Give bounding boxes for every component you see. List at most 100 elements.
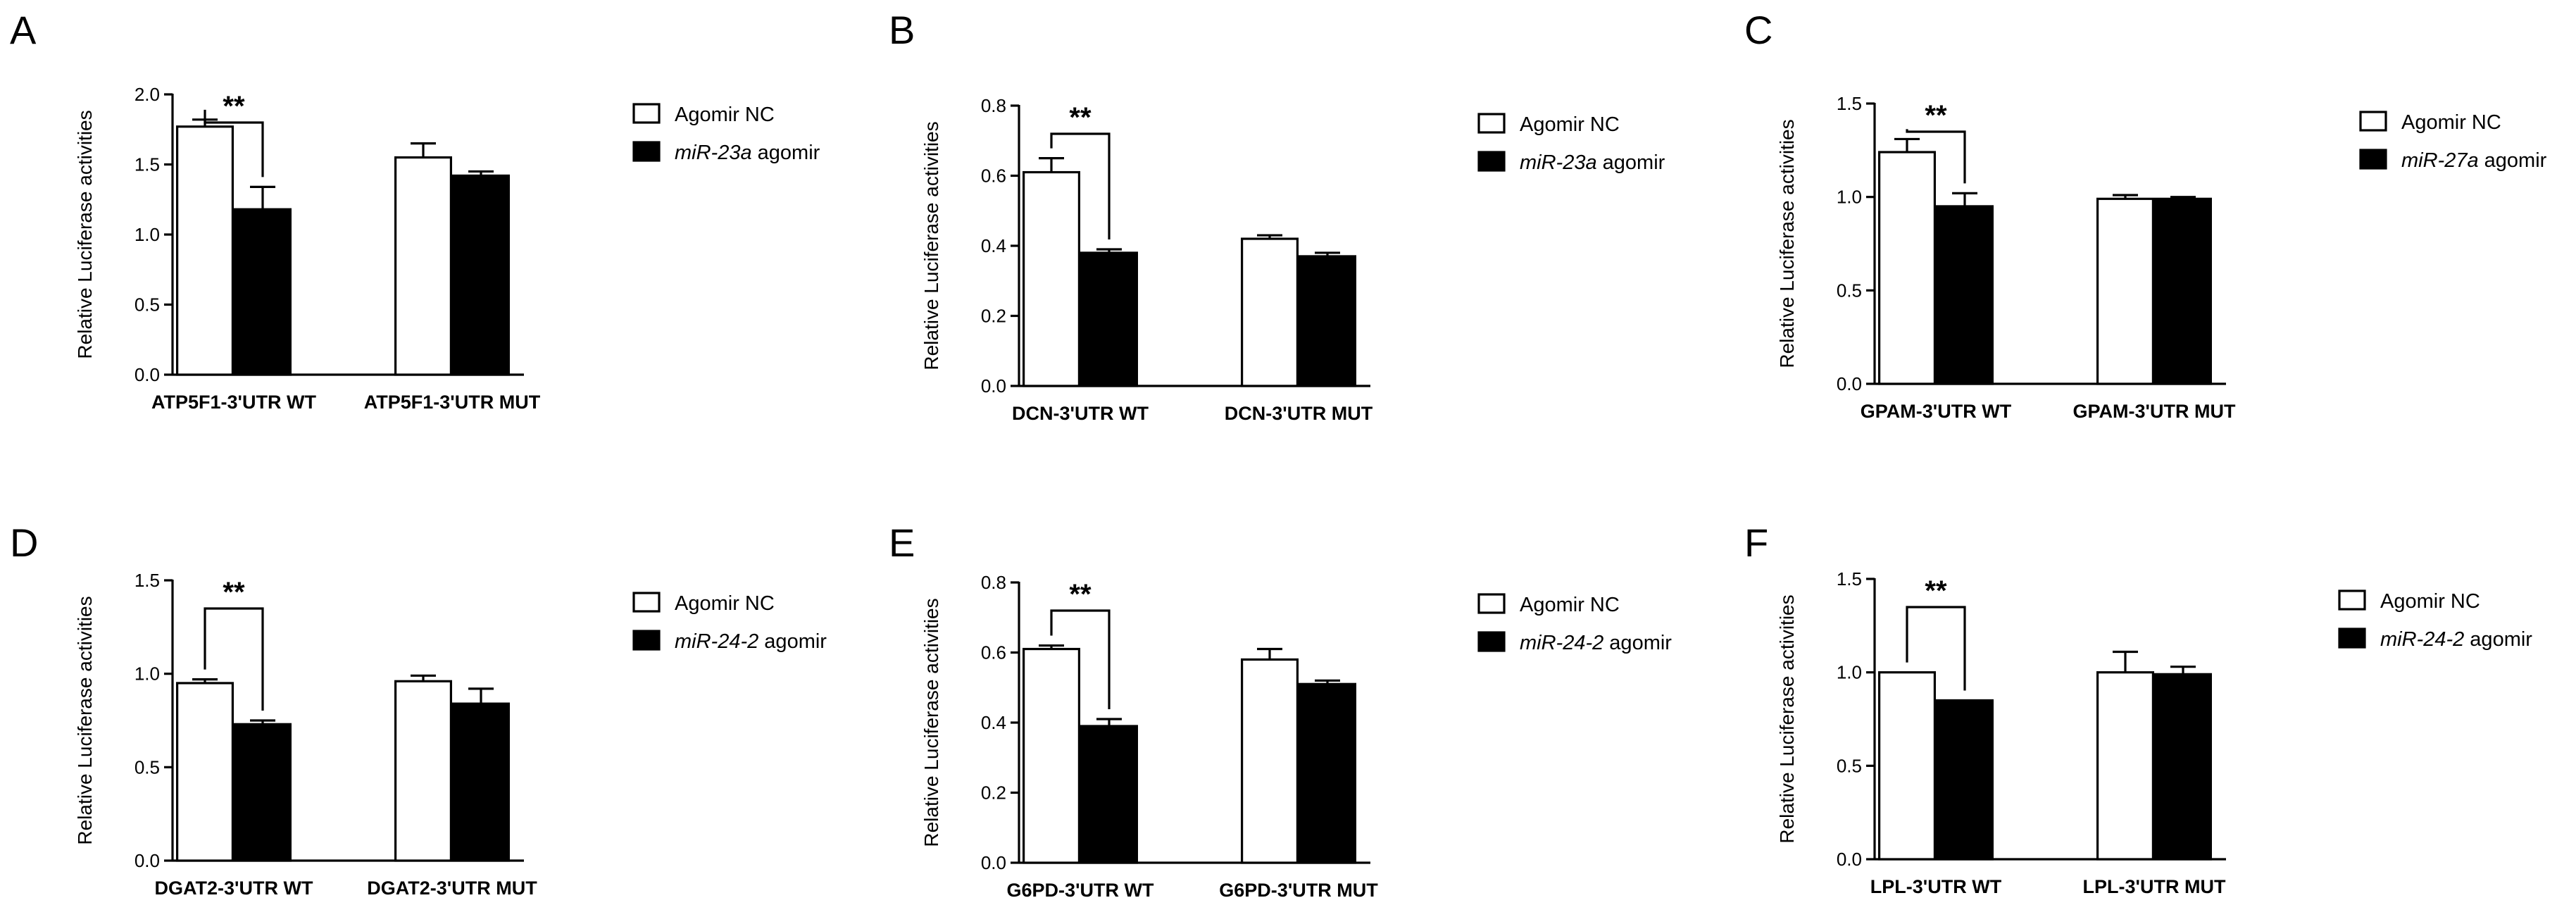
bar-atp5f1-3-utr-mut-nc <box>394 156 452 376</box>
legend-swatch <box>632 141 661 162</box>
y-tick-label: 1.0 <box>1837 662 1862 683</box>
bar-g6pd-3-utr-wt-nc <box>1022 647 1080 864</box>
significance-label: ** <box>1069 102 1092 133</box>
panel-B: B 0.0 0.2 0.4 0.6 0.8 Relative Luciferase acti… <box>889 8 1665 424</box>
legend-label-italic: miR-24-2 <box>2380 628 2464 651</box>
x-category-label: LPL-3'UTR MUT <box>2083 876 2226 897</box>
significance-bracket <box>1906 129 1966 184</box>
legend-label-text: Agomir NC <box>675 104 775 126</box>
bar-dgat2-3-utr-mut-nc <box>394 680 452 862</box>
y-tick-label: 0.8 <box>981 572 1006 593</box>
legend-label: Agomir NC <box>675 104 775 126</box>
legend-label-text: Agomir NC <box>1520 594 1620 616</box>
legend-label-italic: miR-24-2 <box>675 630 758 653</box>
legend-label-text: agomir <box>758 630 827 653</box>
y-tick-label: 2.0 <box>135 84 160 105</box>
legend-label: miR-24-2 agomir <box>675 630 827 653</box>
x-category-label: DCN-3'UTR MUT <box>1225 403 1373 424</box>
y-axis-label: Relative Luciferase activities <box>74 110 96 358</box>
bar-lpl-3-utr-wt-agomir <box>1936 699 1994 861</box>
bar-g6pd-3-utr-wt-agomir <box>1080 725 1138 864</box>
legend-label-text: Agomir NC <box>2401 111 2501 134</box>
x-category-label: GPAM-3'UTR MUT <box>2073 401 2236 422</box>
legend-label-text: agomir <box>2464 628 2532 651</box>
panel-letter: C <box>1744 8 1772 52</box>
bar-g6pd-3-utr-mut-agomir <box>1298 682 1356 864</box>
y-tick-label: 0.0 <box>981 852 1006 873</box>
x-category-label: DGAT2-3'UTR WT <box>155 878 313 899</box>
significance-bracket <box>204 109 264 177</box>
x-category-label: GPAM-3'UTR WT <box>1861 401 2012 422</box>
x-category-label: G6PD-3'UTR MUT <box>1219 880 1378 901</box>
panel-letter: F <box>1744 520 1768 565</box>
legend-label: miR-27a agomir <box>2401 149 2547 172</box>
bar-lpl-3-utr-mut-nc <box>2096 671 2155 861</box>
legend-label-italic: miR-24-2 <box>1520 632 1603 654</box>
bar-dgat2-3-utr-wt-nc <box>176 682 235 862</box>
bar-g6pd-3-utr-mut-nc <box>1240 658 1299 864</box>
x-category-label: DCN-3'UTR WT <box>1012 403 1149 424</box>
y-tick-label: 0.0 <box>1837 373 1862 394</box>
significance-bracket <box>1906 606 1966 691</box>
panel-F: F 0.0 0.5 1.0 1.5 Relative Luciferase activit… <box>1744 520 2532 897</box>
significance-bracket <box>1050 609 1111 710</box>
bar-dcn-3-utr-mut-agomir <box>1298 255 1356 387</box>
panel-E: E 0.0 0.2 0.4 0.6 0.8 Relative Luciferase acti… <box>889 520 1672 901</box>
x-category-label: LPL-3'UTR WT <box>1870 876 2002 897</box>
legend-label-text: Agomir NC <box>1520 113 1620 136</box>
bar-dcn-3-utr-wt-agomir <box>1080 251 1138 387</box>
legend-label: miR-24-2 agomir <box>1520 632 1672 654</box>
legend-swatch <box>632 592 661 613</box>
bar-dcn-3-utr-wt-nc <box>1022 170 1080 387</box>
y-tick-label: 0.5 <box>1837 280 1862 301</box>
bar-gpam-3-utr-mut-nc <box>2096 197 2155 385</box>
y-tick-label: 1.0 <box>135 663 160 685</box>
legend-swatch <box>2338 628 2366 649</box>
y-tick-label: 0.2 <box>981 782 1006 804</box>
panel-D: D 0.0 0.5 1.0 1.5 Relative Luciferase activit… <box>10 520 827 899</box>
legend-label-italic: miR-23a <box>675 142 752 164</box>
bar-lpl-3-utr-mut-agomir <box>2154 673 2213 861</box>
panel-letter: D <box>10 520 38 565</box>
legend-label-text: agomir <box>1603 632 1672 654</box>
legend-label: Agomir NC <box>675 592 775 615</box>
legend-label-text: agomir <box>752 142 820 164</box>
y-tick-label: 0.0 <box>1837 849 1862 870</box>
legend-label: Agomir NC <box>1520 113 1620 136</box>
y-axis-label: Relative Luciferase activities <box>920 598 942 847</box>
legend-label-text: Agomir NC <box>675 592 775 615</box>
y-tick-label: 0.8 <box>981 95 1006 116</box>
bar-dgat2-3-utr-mut-agomir <box>451 702 510 862</box>
significance-label: ** <box>1925 575 1947 606</box>
legend-swatch <box>1477 593 1506 614</box>
y-tick-label: 0.5 <box>1837 755 1862 776</box>
significance-bracket <box>1050 132 1111 239</box>
legend-label-italic: miR-23a <box>1520 151 1597 174</box>
significance-label: ** <box>223 577 245 608</box>
legend-swatch <box>2359 149 2387 170</box>
legend-label-italic: miR-27a <box>2401 149 2479 172</box>
bar-atp5f1-3-utr-mut-agomir <box>451 174 510 376</box>
panel-C: C 0.0 0.5 1.0 1.5 Relative Luciferase activit… <box>1744 8 2547 422</box>
significance-label: ** <box>1925 100 1947 131</box>
y-axis-label: Relative Luciferase activities <box>920 121 942 370</box>
panel-letter: E <box>889 520 915 565</box>
legend-label-text: agomir <box>2479 149 2547 172</box>
bar-dgat2-3-utr-wt-agomir <box>234 723 292 862</box>
y-tick-label: 0.0 <box>135 364 160 385</box>
y-tick-label: 0.0 <box>135 850 160 871</box>
significance-bracket <box>204 607 264 711</box>
bar-gpam-3-utr-mut-agomir <box>2154 197 2213 385</box>
y-tick-label: 1.0 <box>135 224 160 245</box>
y-tick-label: 0.4 <box>981 712 1006 733</box>
legend-label: miR-23a agomir <box>675 142 820 164</box>
legend-swatch <box>1477 151 1506 172</box>
bar-dcn-3-utr-mut-nc <box>1240 237 1299 387</box>
x-category-label: DGAT2-3'UTR MUT <box>367 878 537 899</box>
bar-atp5f1-3-utr-wt-nc <box>176 125 235 376</box>
legend-swatch <box>1477 113 1506 134</box>
significance-label: ** <box>223 91 245 122</box>
y-axis-label: Relative Luciferase activities <box>1776 594 1798 843</box>
y-tick-label: 0.4 <box>981 235 1006 256</box>
y-tick-label: 1.5 <box>135 154 160 175</box>
